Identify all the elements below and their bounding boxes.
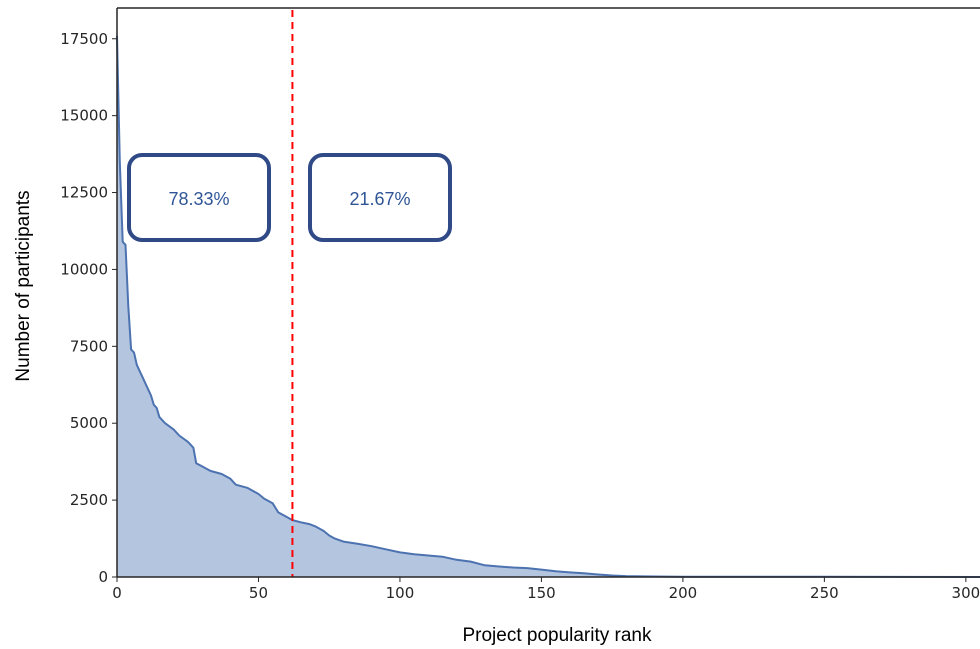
x-tick-label: 0 (112, 584, 122, 602)
y-tick-label: 10000 (60, 260, 108, 278)
x-tick-label: 100 (386, 584, 415, 602)
series-line (116, 35, 980, 578)
annotation-box-right (308, 153, 452, 242)
y-tick-label: 7500 (70, 337, 108, 355)
x-tick-label: 200 (669, 584, 698, 602)
annotation-box-left (127, 153, 271, 242)
x-tick-label: 150 (527, 584, 556, 602)
x-axis-title: Project popularity rank (462, 625, 652, 646)
annotation-right-percent: 21.67% (349, 189, 410, 209)
area-fill (117, 35, 980, 577)
x-tick-label: 250 (810, 584, 839, 602)
annotation-left-percent: 78.33% (168, 189, 229, 209)
y-tick-label: 5000 (70, 414, 108, 432)
x-tick-label: 50 (249, 584, 268, 602)
x-tick-label: 300 (952, 584, 980, 602)
y-tick-label: 12500 (60, 184, 108, 202)
tick-labels: 0 50 100 150 200 250 300 0 2500 5000 7500 10000 1250… (60, 30, 980, 602)
y-tick-label: 17500 (60, 30, 108, 48)
y-axis-title: Number of participants (13, 190, 34, 381)
plot-area (116, 10, 980, 578)
axes (112, 7, 980, 582)
annotations: 78.33% 21.67% (127, 153, 452, 242)
y-tick-label: 15000 (60, 107, 108, 125)
y-tick-label: 0 (98, 568, 108, 586)
y-tick-label: 2500 (70, 491, 108, 509)
